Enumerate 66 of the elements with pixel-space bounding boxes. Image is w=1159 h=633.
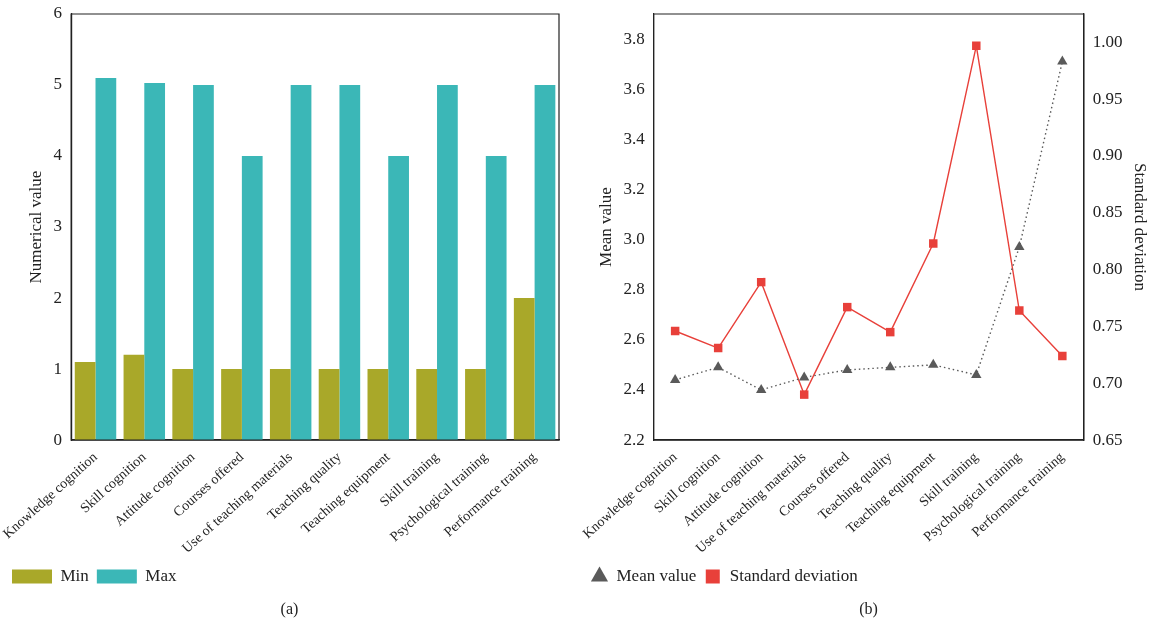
y-tick-label: 3.2 bbox=[623, 178, 645, 198]
bar bbox=[144, 82, 166, 441]
y-tick-label: 2 bbox=[53, 287, 63, 307]
bar bbox=[339, 85, 361, 441]
y2-tick-label: 0.95 bbox=[1092, 88, 1123, 108]
point bbox=[755, 383, 767, 393]
y-tick-label: 3.0 bbox=[623, 229, 645, 249]
bar bbox=[318, 369, 340, 441]
y2-tick-label: 0.70 bbox=[1092, 372, 1123, 392]
y-tick-label: 2.6 bbox=[623, 329, 645, 349]
y-tick-label: 6 bbox=[53, 3, 63, 23]
point bbox=[842, 363, 853, 373]
y-tick-label: 0 bbox=[53, 429, 63, 449]
y-tick-label: 3.6 bbox=[623, 78, 645, 98]
point bbox=[929, 239, 938, 248]
point bbox=[669, 373, 681, 383]
bar bbox=[123, 354, 145, 441]
point bbox=[1058, 351, 1067, 361]
bar bbox=[437, 85, 458, 441]
y2-tick-label: 0.90 bbox=[1092, 145, 1123, 165]
text: (a) bbox=[279, 600, 300, 618]
legend-label: Max bbox=[145, 565, 177, 585]
bar bbox=[416, 369, 438, 441]
bar bbox=[513, 298, 535, 441]
point bbox=[799, 390, 809, 399]
y-tick-label: 2.4 bbox=[623, 379, 646, 399]
bar bbox=[367, 369, 389, 441]
point bbox=[1015, 306, 1024, 315]
y-tick-label: 5 bbox=[53, 74, 63, 94]
bar bbox=[465, 369, 486, 441]
y-tick-label: 3.4 bbox=[623, 128, 646, 148]
y2-tick-label: 1.00 bbox=[1092, 31, 1123, 51]
point bbox=[1057, 55, 1068, 65]
text: (b) bbox=[858, 600, 879, 618]
y2-tick-label: 0.65 bbox=[1092, 429, 1123, 449]
bar bbox=[534, 85, 556, 441]
y-tick-label: 2.8 bbox=[623, 279, 645, 299]
y-tick-label: 4 bbox=[53, 145, 63, 165]
y2-tick-label: 0.85 bbox=[1092, 202, 1123, 222]
y-tick-label: 1 bbox=[53, 358, 63, 378]
y-axis-title: Numerical value bbox=[25, 170, 45, 284]
y-axis-title: Mean value bbox=[595, 187, 615, 267]
y-tick-label: 2.2 bbox=[623, 429, 645, 449]
point bbox=[1014, 241, 1025, 251]
bar bbox=[290, 85, 312, 441]
legend-label: Standard deviation bbox=[729, 565, 859, 585]
bar bbox=[269, 369, 291, 441]
y2-tick-label: 0.75 bbox=[1092, 315, 1123, 335]
bar bbox=[74, 361, 96, 441]
point bbox=[928, 358, 939, 368]
bar bbox=[485, 156, 507, 441]
bar bbox=[172, 369, 194, 441]
point bbox=[712, 361, 724, 371]
legend-label: Mean value bbox=[616, 565, 697, 585]
legend-label: Min bbox=[60, 565, 90, 585]
point bbox=[972, 41, 981, 51]
y-tick-label: 3.8 bbox=[623, 28, 645, 48]
bar bbox=[95, 77, 117, 441]
bar bbox=[221, 369, 242, 441]
y2-axis-title: Standard deviation bbox=[1131, 163, 1151, 292]
bar bbox=[388, 156, 409, 441]
bar bbox=[193, 85, 214, 441]
point bbox=[971, 368, 982, 378]
y2-tick-label: 0.80 bbox=[1092, 259, 1123, 279]
y-tick-label: 3 bbox=[53, 216, 63, 236]
bar bbox=[241, 156, 263, 441]
